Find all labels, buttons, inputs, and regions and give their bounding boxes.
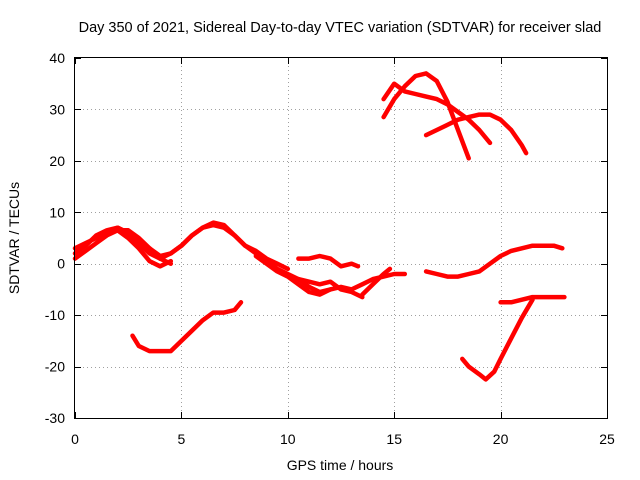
- y-tick-label: -20: [45, 359, 65, 375]
- series-line-track-2: [72, 228, 174, 269]
- y-axis-label: SDTVAR / TECUs: [6, 182, 22, 294]
- y-tick-label: -30: [45, 410, 65, 426]
- series-line-track-17: [498, 294, 567, 305]
- y-tick-label: 10: [49, 204, 65, 220]
- series-line-track-15: [130, 300, 244, 354]
- y-tick-label: 30: [49, 101, 65, 117]
- chart-title: Day 350 of 2021, Sidereal Day-to-day VTE…: [79, 20, 602, 36]
- y-tick-label: 20: [49, 153, 65, 169]
- y-tick-label: 40: [49, 50, 65, 66]
- series-line-track-14: [423, 112, 529, 156]
- y-tick-label: -10: [45, 307, 65, 323]
- series-line-track-8: [296, 276, 365, 300]
- x-tick-label: 0: [71, 431, 79, 447]
- plot-frame: [74, 57, 608, 419]
- x-tick-label: 20: [493, 431, 509, 447]
- x-tick-label: 15: [386, 431, 402, 447]
- y-tick-label: 0: [57, 256, 65, 272]
- series-line-track-7: [296, 253, 361, 269]
- x-tick-label: 5: [178, 431, 186, 447]
- x-axis-label: GPS time / hours: [287, 457, 394, 473]
- data-series-group: [72, 71, 567, 382]
- series-line-track-16: [460, 297, 535, 382]
- x-tick-label: 10: [280, 431, 296, 447]
- axis-ticks: 0 5 10 15 20 25 -30 -20 -10 0 10 20 30 40: [45, 50, 615, 447]
- series-line-track-13: [381, 81, 493, 146]
- series-line-track-11: [423, 243, 565, 279]
- series-line-track-10: [360, 266, 393, 297]
- grid-lines: [75, 58, 607, 418]
- x-tick-label: 25: [599, 431, 615, 447]
